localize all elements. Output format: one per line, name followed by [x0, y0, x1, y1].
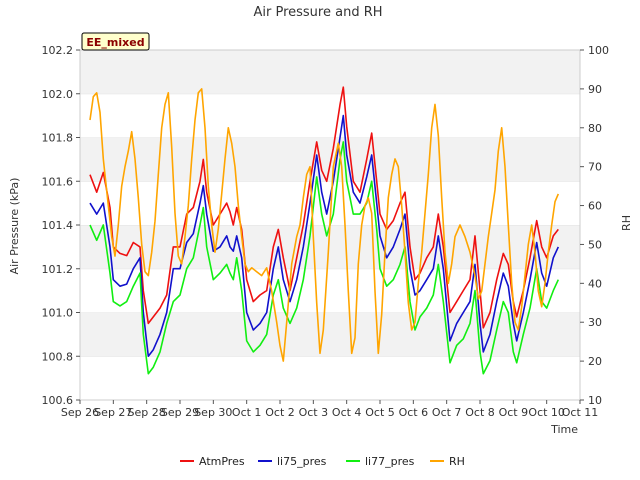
y-axis-title: Air Pressure (kPa): [8, 178, 21, 275]
y2-tick-label: 10: [588, 394, 602, 407]
x-tick-label: Oct 7: [432, 406, 462, 419]
y2-tick-label: 20: [588, 355, 602, 368]
x-tick-label: Sep 26: [61, 406, 99, 419]
y-tick-label: 100.6: [42, 394, 74, 407]
x-tick-label: Oct 11: [562, 406, 599, 419]
series-line-li75-pres: [89, 114, 560, 357]
site-badge-box: [81, 32, 150, 51]
grid-band: [80, 50, 580, 94]
y2-tick-label: 30: [588, 316, 602, 329]
legend-label: AtmPres: [199, 455, 245, 468]
y-tick-label: 101.0: [42, 307, 74, 320]
y2-axis-title: RH: [620, 215, 633, 231]
series-line-rh: [89, 88, 560, 362]
x-tick-label: Oct 3: [299, 406, 329, 419]
x-tick-label: Oct 1: [232, 406, 262, 419]
x-tick-label: Oct 4: [332, 406, 362, 419]
y2-tick-label: 40: [588, 277, 602, 290]
x-tick-label: Oct 10: [528, 406, 565, 419]
legend: AtmPres li75_pres li77_pres RH: [180, 455, 465, 468]
x-axis-title: Time: [550, 423, 578, 436]
y-tick-label: 101.4: [42, 219, 74, 232]
x-tick-label: Sep 29: [161, 406, 199, 419]
legend-label: li77_pres: [365, 455, 415, 468]
series-line-atmpres: [89, 86, 559, 329]
series-line-li77-pres: [89, 141, 560, 375]
y-tick-label: 101.8: [42, 132, 74, 145]
grid-band: [80, 356, 580, 400]
y-tick-label: 101.2: [42, 263, 74, 276]
y2-tick-label: 70: [588, 161, 602, 174]
site-badge-label: EE_mixed: [86, 36, 144, 49]
x-tick-label: Oct 9: [499, 406, 529, 419]
x-tick-label: Sep 30: [194, 406, 232, 419]
y2-tick-label: 100: [588, 44, 609, 57]
chart-title: Air Pressure and RH: [253, 5, 382, 20]
y-axis-ticks: 100.6 100.8 101.0 101.2 101.4 101.6 101.8 102.0…: [42, 44, 80, 407]
x-tick-label: Oct 5: [365, 406, 395, 419]
grid-band: [80, 93, 580, 138]
legend-label: li75_pres: [277, 455, 327, 468]
y2-tick-label: 50: [588, 238, 602, 251]
y2-tick-label: 80: [588, 122, 602, 135]
x-tick-label: Oct 2: [265, 406, 295, 419]
grid-band: [80, 312, 580, 357]
y-tick-label: 100.8: [42, 350, 74, 363]
y2-tick-label: 60: [588, 200, 602, 213]
series-layer: [89, 86, 560, 375]
y-tick-label: 102.0: [42, 88, 74, 101]
y2-tick-label: 90: [588, 83, 602, 96]
x-tick-label: Oct 8: [465, 406, 495, 419]
site-badge: EE_mixed: [81, 32, 150, 51]
y-tick-label: 102.2: [42, 44, 74, 57]
x-tick-label: Sep 28: [128, 406, 166, 419]
legend-label: RH: [449, 455, 465, 468]
x-tick-label: Oct 6: [399, 406, 429, 419]
y2-axis-ticks: 10 20 30 40 50 60 70 80 90 100: [580, 44, 609, 407]
y-tick-label: 101.6: [42, 175, 74, 188]
x-tick-label: Sep 27: [94, 406, 132, 419]
